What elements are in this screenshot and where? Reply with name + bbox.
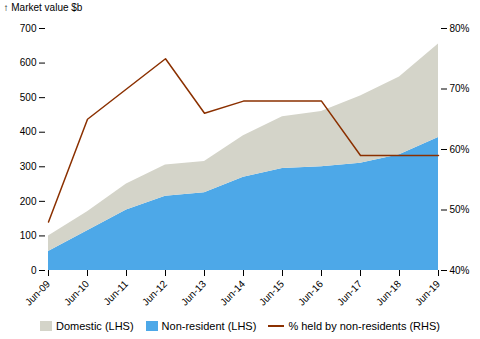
svg-text:Jun-16: Jun-16 — [296, 278, 326, 308]
svg-text:Jun-11: Jun-11 — [101, 278, 130, 307]
svg-text:80%: 80% — [450, 23, 470, 34]
svg-text:↑ Market value $b: ↑ Market value $b — [4, 2, 83, 13]
svg-text:Jun-13: Jun-13 — [179, 278, 209, 308]
svg-text:Jun-19: Jun-19 — [413, 278, 443, 308]
svg-text:40%: 40% — [450, 265, 470, 276]
svg-text:200: 200 — [20, 196, 37, 207]
svg-text:Jun-12: Jun-12 — [140, 278, 170, 308]
html-text:Non-resident (LHS): Non-resident (LHS) — [161, 320, 257, 332]
svg-text:Jun-15: Jun-15 — [257, 278, 287, 308]
svg-text:Jun-10: Jun-10 — [62, 278, 92, 308]
svg-text:500: 500 — [20, 92, 37, 103]
svg-text:100: 100 — [20, 230, 37, 241]
html-text:% held by non-residents (RHS): % held by non-residents (RHS) — [288, 320, 440, 332]
svg-text:700: 700 — [20, 23, 37, 34]
svg-text:400: 400 — [20, 126, 37, 137]
svg-text:60%: 60% — [450, 144, 470, 155]
svg-text:Jun-17: Jun-17 — [335, 278, 365, 308]
svg-text:600: 600 — [20, 57, 37, 68]
svg-text:Jun-14: Jun-14 — [218, 278, 248, 308]
html-text:Domestic (LHS): Domestic (LHS) — [56, 320, 134, 332]
svg-text:300: 300 — [20, 161, 37, 172]
svg-text:0: 0 — [31, 265, 37, 276]
svg-text:Jun-18: Jun-18 — [374, 278, 404, 308]
svg-text:50%: 50% — [450, 204, 470, 215]
svg-text:Jun-09: Jun-09 — [23, 278, 53, 308]
svg-text:70%: 70% — [450, 83, 470, 94]
